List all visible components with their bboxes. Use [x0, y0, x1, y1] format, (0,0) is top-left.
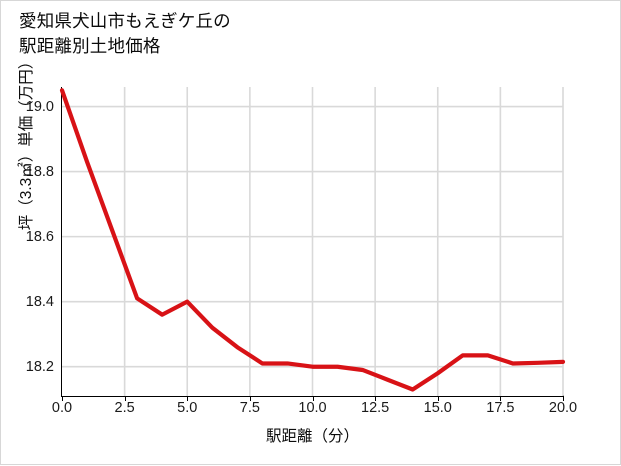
- y-axis-label: 坪（3.3㎡）単価（万円）: [18, 53, 35, 231]
- y-tick-label: 19.0: [25, 98, 54, 115]
- x-tick-label: 12.5: [361, 400, 390, 416]
- x-tick-label: 7.5: [239, 400, 260, 416]
- x-tick-mark: [249, 397, 251, 401]
- x-tick-mark: [187, 397, 189, 401]
- x-tick-mark: [124, 397, 126, 401]
- y-tick-label: 18.6: [25, 228, 54, 245]
- data-line-layer: [59, 88, 566, 392]
- x-tick-label: 15.0: [423, 400, 452, 416]
- x-tick-label: 20.0: [548, 400, 578, 416]
- y-tick-label-group: 18.2 18.4 18.6 18.8 19.0: [1, 1, 54, 466]
- x-tick-label: 2.5: [114, 400, 135, 416]
- y-tick-label: 18.2: [25, 358, 54, 375]
- x-tick-label: 10.0: [298, 400, 327, 416]
- x-tick-mark: [375, 397, 377, 401]
- plot-area: [59, 87, 566, 396]
- x-tick-mark: [437, 397, 439, 401]
- y-tick-label: 18.4: [25, 293, 54, 310]
- x-tick-mark: [62, 397, 63, 401]
- x-tick-mark: [563, 397, 564, 401]
- x-tick-label: 5.0: [177, 400, 198, 416]
- page-title: 愛知県犬山市もえぎケ丘の 駅距離別土地価格: [19, 11, 231, 57]
- x-axis-label: 駅距離（分）: [265, 428, 359, 445]
- x-tick-mark: [500, 397, 502, 401]
- x-tick-label: 0.0: [51, 400, 73, 416]
- data-line: [59, 88, 566, 392]
- x-tick-label: 17.5: [486, 400, 515, 416]
- x-tick-mark: [312, 397, 314, 401]
- y-tick-label: 18.8: [25, 163, 54, 180]
